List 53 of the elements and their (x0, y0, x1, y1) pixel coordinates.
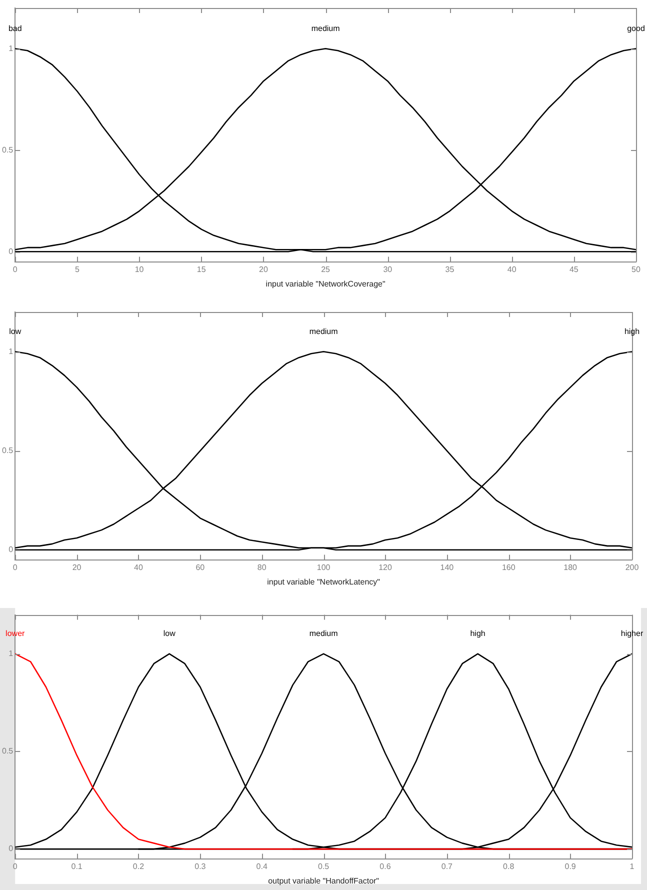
x-tick-label: 100 (316, 562, 331, 572)
y-tick-label: 0.5 (2, 145, 14, 154)
x-tick-label: 45 (569, 264, 579, 274)
x-tick-label: 80 (257, 562, 267, 572)
x-tick-label: 30 (383, 264, 393, 274)
x-tick-label: 0.4 (256, 862, 268, 871)
y-tick-label: 1 (8, 44, 14, 53)
y-tick-label: 0 (8, 246, 14, 256)
text: bad (8, 24, 22, 33)
x-tick-label: 5 (74, 264, 80, 274)
y-tick-label: 0 (8, 844, 14, 854)
y-tick-label: 0.5 (2, 746, 14, 756)
x-tick-label: 40 (507, 264, 517, 274)
text: low (9, 326, 22, 336)
x-tick-label: 0.6 (380, 862, 392, 871)
x-axis-title: input variable "NetworkLatency" (267, 577, 380, 586)
x-tick-label: 25 (321, 264, 331, 274)
x-tick-label: 20 (72, 562, 82, 572)
x-tick-label: 0.2 (132, 862, 145, 871)
text: medium (309, 629, 338, 638)
text: medium (309, 326, 338, 336)
y-tick-label: 0.5 (2, 446, 14, 455)
text: higher (620, 629, 644, 638)
x-tick-label: 1 (630, 862, 635, 871)
x-tick-label: 50 (632, 264, 641, 274)
x-tick-label: 10 (134, 264, 144, 274)
x-tick-label: 0.7 (441, 862, 454, 871)
x-tick-label: 180 (564, 562, 578, 572)
x-tick-label: 200 (625, 562, 640, 572)
y-tick-label: 1 (8, 346, 14, 356)
x-tick-label: 0.9 (564, 862, 576, 871)
x-axis-title: output variable "HandoffFactor" (268, 876, 380, 886)
x-tick-label: 15 (196, 264, 206, 274)
x-tick-label: 0.8 (503, 862, 515, 871)
text: good (627, 24, 645, 33)
text: medium (311, 24, 340, 33)
y-tick-label: 0 (8, 545, 14, 554)
text: low (163, 629, 176, 638)
x-tick-label: 120 (378, 562, 392, 572)
text: high (624, 326, 640, 336)
text: high (470, 629, 486, 638)
x-tick-label: 60 (196, 562, 206, 572)
x-tick-label: 40 (134, 562, 144, 572)
x-tick-label: 140 (440, 562, 454, 572)
y-tick-label: 1 (8, 649, 14, 658)
x-tick-label: 0.5 (318, 862, 330, 871)
x-tick-label: 20 (259, 264, 268, 274)
x-tick-label: 0.1 (71, 862, 83, 871)
x-tick-label: 0.3 (194, 862, 206, 871)
x-axis-title: input variable "NetworkCoverage" (266, 279, 386, 288)
text: lower (6, 629, 26, 638)
x-tick-label: 160 (502, 562, 516, 572)
x-tick-label: 35 (445, 264, 455, 274)
